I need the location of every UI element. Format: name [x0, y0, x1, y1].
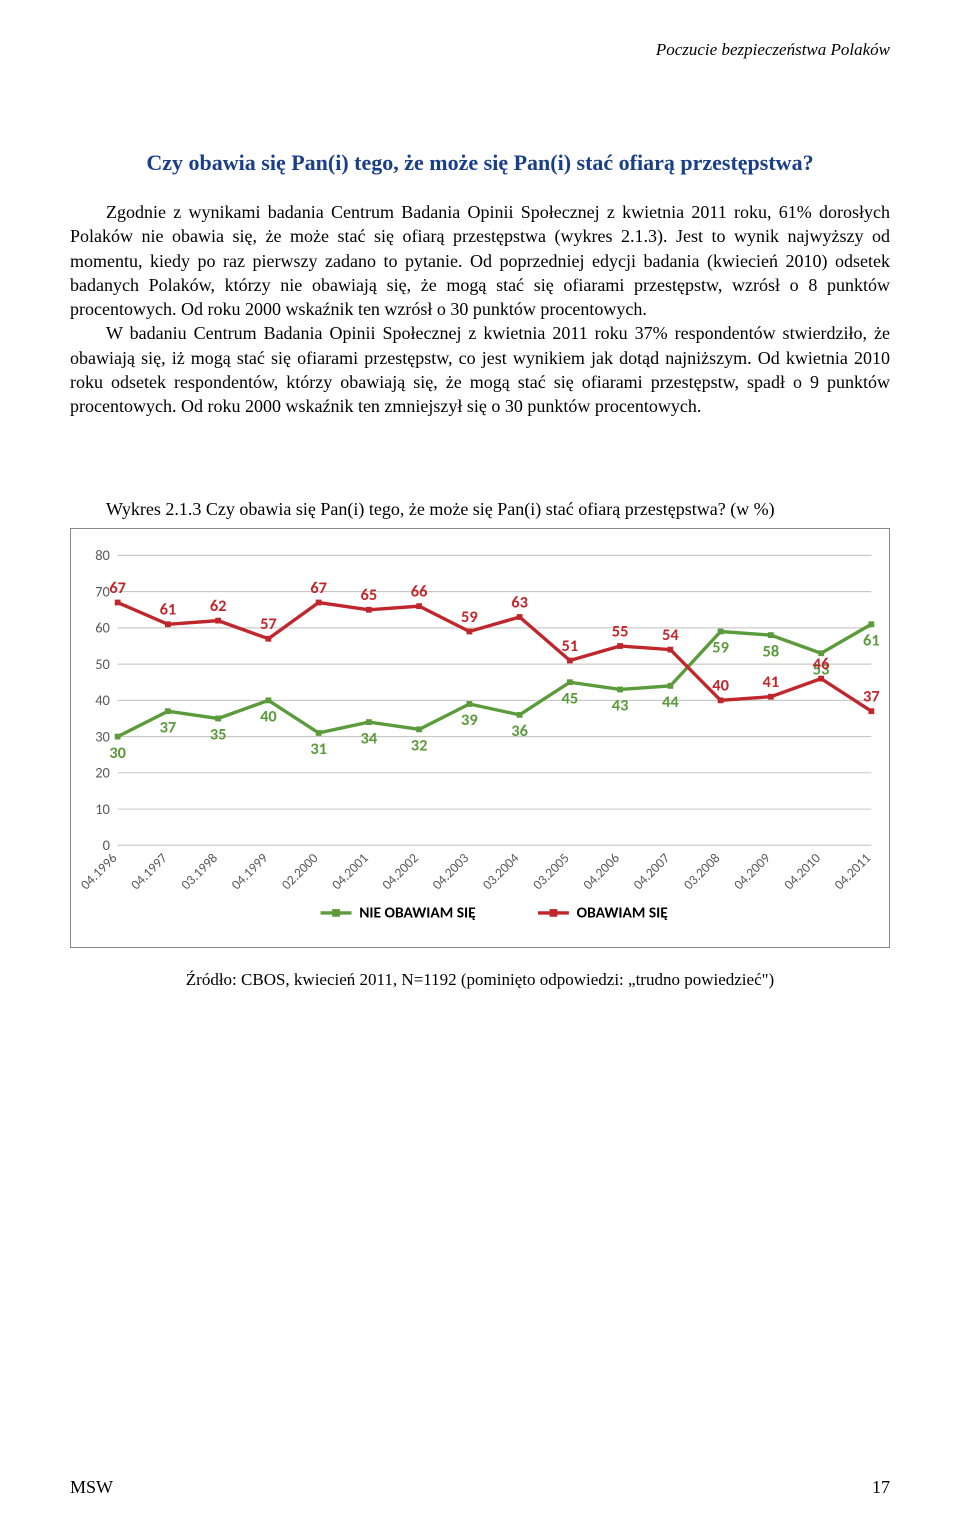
svg-text:44: 44	[662, 692, 679, 712]
svg-text:04.2009: 04.2009	[730, 849, 774, 893]
footer-left: MSW	[70, 1477, 113, 1498]
svg-text:04.2002: 04.2002	[378, 849, 422, 893]
page-footer: MSW 17	[70, 1477, 890, 1498]
svg-text:43: 43	[612, 695, 629, 715]
svg-text:20: 20	[95, 763, 110, 781]
chart-source: Źródło: CBOS, kwiecień 2011, N=1192 (pom…	[70, 970, 890, 990]
svg-text:59: 59	[712, 637, 729, 657]
svg-text:58: 58	[763, 641, 780, 661]
page: Poczucie bezpieczeństwa Polaków Czy obaw…	[0, 0, 960, 1526]
svg-text:67: 67	[109, 578, 126, 598]
svg-text:61: 61	[160, 599, 177, 619]
svg-text:04.2010: 04.2010	[780, 849, 824, 893]
svg-text:OBAWIAM SIĘ: OBAWIAM SIĘ	[577, 903, 669, 922]
running-head: Poczucie bezpieczeństwa Polaków	[70, 40, 890, 60]
svg-text:70: 70	[95, 582, 110, 600]
section-title: Czy obawia się Pan(i) tego, że może się …	[70, 150, 890, 176]
paragraph-2: W badaniu Centrum Badania Opinii Społecz…	[70, 321, 890, 418]
svg-text:04.1999: 04.1999	[228, 849, 272, 893]
line-chart: 0102030405060708004.199604.199703.199804…	[79, 539, 881, 939]
svg-text:46: 46	[813, 654, 830, 674]
svg-text:37: 37	[863, 686, 880, 706]
svg-text:03.2004: 03.2004	[479, 849, 523, 893]
svg-text:51: 51	[562, 636, 579, 656]
svg-text:65: 65	[361, 585, 378, 605]
svg-text:03.2008: 03.2008	[680, 849, 724, 893]
chart-caption: Wykres 2.1.3 Czy obawia się Pan(i) tego,…	[70, 499, 890, 520]
body-text: Zgodnie z wynikami badania Centrum Badan…	[70, 200, 890, 419]
svg-text:40: 40	[712, 675, 729, 695]
svg-text:04.2001: 04.2001	[328, 849, 372, 893]
svg-text:32: 32	[411, 735, 428, 755]
svg-text:63: 63	[511, 592, 528, 612]
svg-text:10: 10	[95, 800, 110, 818]
svg-text:61: 61	[863, 630, 880, 650]
svg-text:54: 54	[662, 625, 679, 645]
svg-text:40: 40	[95, 691, 110, 709]
svg-text:41: 41	[763, 672, 780, 692]
svg-text:04.2011: 04.2011	[831, 849, 875, 893]
svg-text:34: 34	[361, 728, 378, 748]
svg-text:NIE OBAWIAM SIĘ: NIE OBAWIAM SIĘ	[359, 903, 476, 922]
svg-text:80: 80	[95, 546, 110, 564]
svg-text:31: 31	[310, 739, 327, 759]
svg-text:30: 30	[109, 743, 126, 763]
svg-text:04.1997: 04.1997	[127, 849, 171, 893]
svg-text:62: 62	[210, 596, 227, 616]
svg-text:50: 50	[95, 655, 110, 673]
svg-text:30: 30	[95, 727, 110, 745]
svg-text:04.2007: 04.2007	[630, 849, 674, 893]
svg-text:39: 39	[461, 710, 478, 730]
svg-text:03.1998: 03.1998	[177, 849, 221, 893]
svg-text:57: 57	[260, 614, 277, 634]
svg-text:60: 60	[95, 618, 110, 636]
svg-text:40: 40	[260, 706, 277, 726]
svg-text:04.2003: 04.2003	[429, 849, 473, 893]
svg-text:37: 37	[160, 717, 177, 737]
chart-container: 0102030405060708004.199604.199703.199804…	[70, 528, 890, 948]
svg-text:02.2000: 02.2000	[278, 849, 322, 893]
footer-right: 17	[872, 1477, 890, 1498]
svg-text:45: 45	[562, 688, 579, 708]
svg-text:59: 59	[461, 607, 478, 627]
svg-text:66: 66	[411, 581, 428, 601]
svg-text:55: 55	[612, 621, 629, 641]
svg-text:04.1996: 04.1996	[79, 849, 121, 893]
svg-text:03.2005: 03.2005	[529, 849, 573, 893]
svg-text:36: 36	[511, 721, 528, 741]
svg-text:35: 35	[210, 724, 227, 744]
svg-text:67: 67	[310, 578, 327, 598]
paragraph-1: Zgodnie z wynikami badania Centrum Badan…	[70, 200, 890, 321]
svg-text:04.2006: 04.2006	[579, 849, 623, 893]
